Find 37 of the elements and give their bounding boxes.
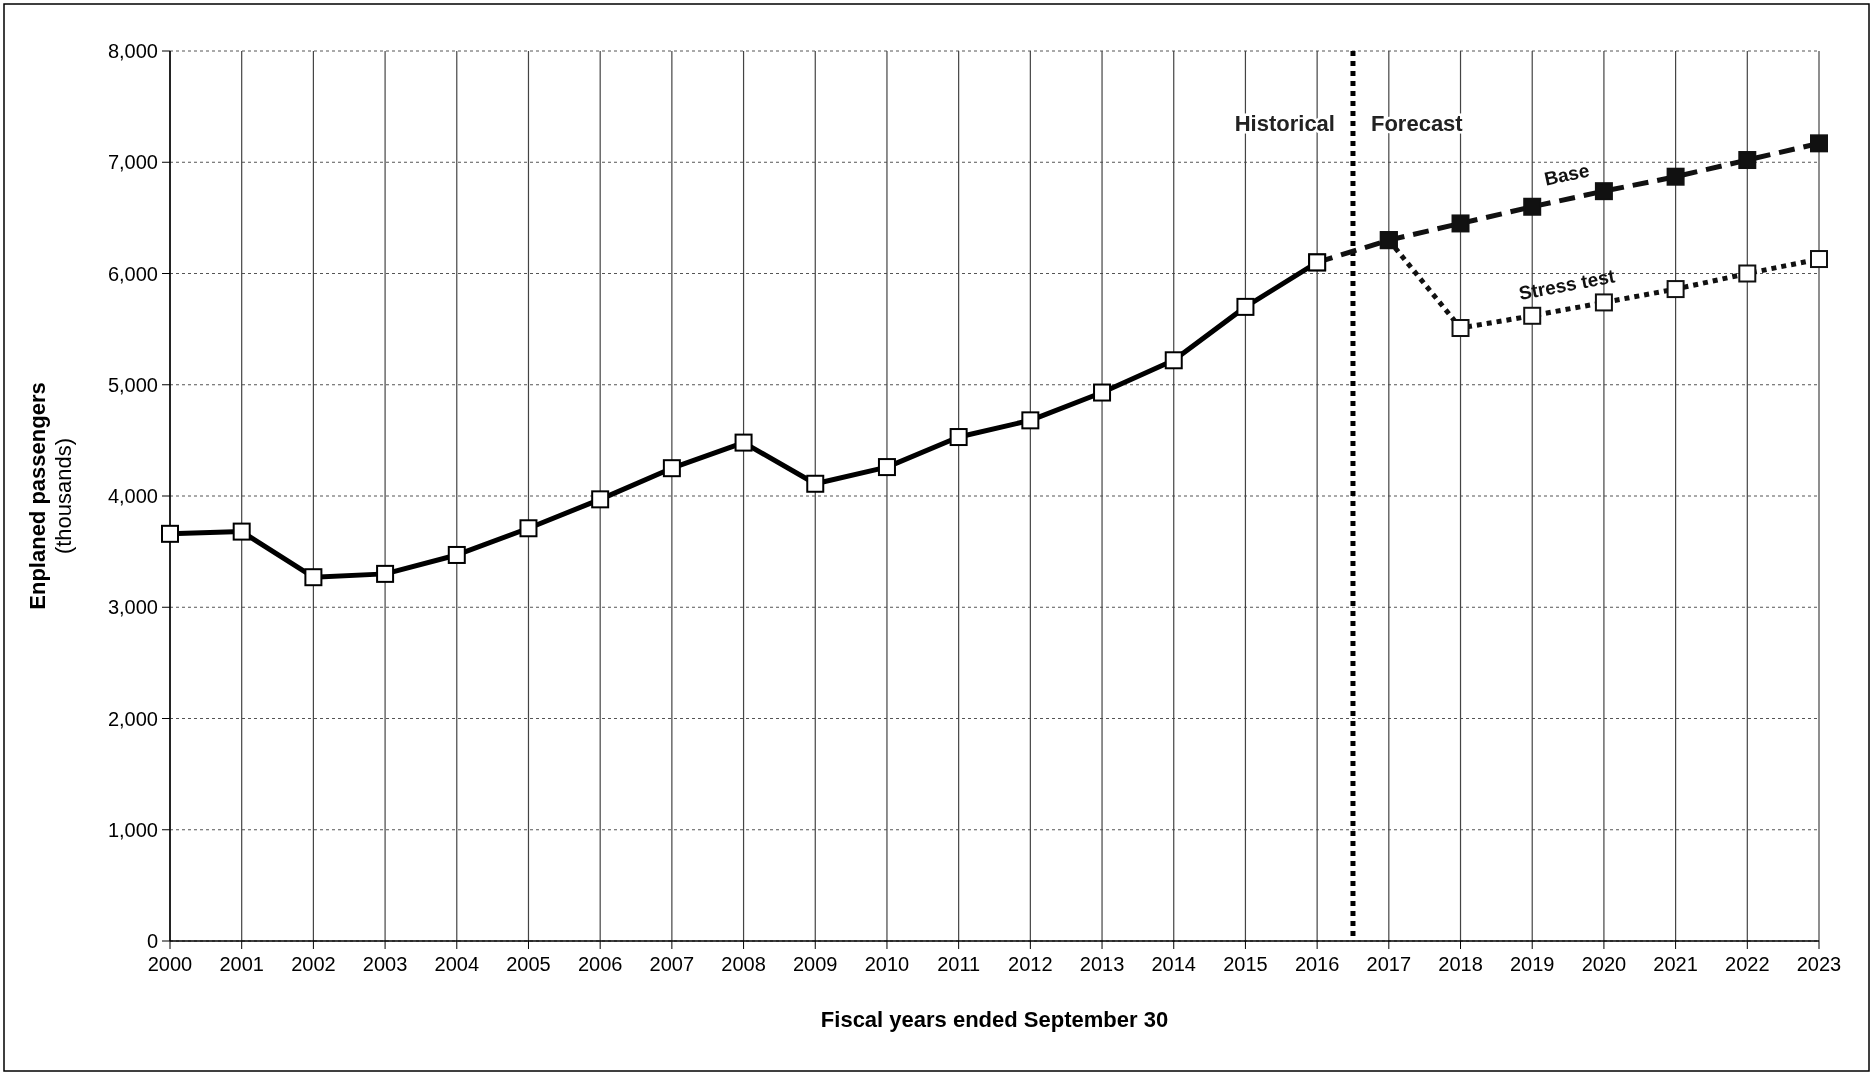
x-tick-label: 2014 — [1151, 953, 1196, 975]
x-tick-label: 2002 — [291, 953, 336, 975]
x-tick-label: 2017 — [1366, 953, 1412, 975]
y-tick-label: 6,000 — [107, 262, 158, 285]
y-tick-label: 1,000 — [107, 818, 158, 841]
x-tick-label: 2021 — [1653, 953, 1698, 975]
x-tick-label: 2013 — [1079, 953, 1125, 975]
x-tick-label: 2009 — [793, 953, 838, 975]
y-tick-label: 0 — [146, 930, 158, 952]
x-tick-label: 2016 — [1294, 953, 1340, 975]
text: Base — [1542, 159, 1592, 190]
x-tick-label: 2012 — [1008, 953, 1053, 975]
x-tick-label: 2010 — [864, 953, 910, 975]
text: Stress test — [1517, 265, 1618, 304]
x-axis-title: Fiscal years ended September 30 — [820, 1007, 1169, 1032]
x-tick-label: 2000 — [147, 953, 193, 975]
x-tick-label: 2005 — [506, 953, 551, 975]
x-tick-label: 2018 — [1438, 953, 1483, 975]
x-tick-label: 2019 — [1509, 953, 1555, 975]
x-tick-label: 2003 — [362, 953, 408, 975]
y-axis-title: Enplaned passengers (thousands) — [25, 382, 76, 610]
y-tick-label: 3,000 — [107, 596, 158, 619]
x-tick-label: 2023 — [1796, 953, 1842, 975]
y-tick-label: 5,000 — [107, 373, 158, 396]
x-tick-label: 2004 — [434, 953, 480, 975]
x-tick-label: 2007 — [649, 953, 695, 975]
x-tick-label: 2015 — [1223, 953, 1268, 975]
y-tick-label: 8,000 — [107, 40, 158, 62]
y-tick-label: 4,000 — [107, 485, 158, 507]
x-tick-label: 2001 — [219, 953, 264, 975]
y-tick-label: 7,000 — [107, 151, 158, 174]
x-tick-label: 2020 — [1581, 953, 1627, 975]
x-tick-label: 2011 — [937, 953, 981, 975]
x-tick-label: 2022 — [1725, 953, 1770, 975]
y-tick-label: 2,000 — [107, 707, 158, 730]
x-tick-label: 2006 — [577, 953, 623, 975]
x-tick-label: 2008 — [721, 953, 766, 975]
